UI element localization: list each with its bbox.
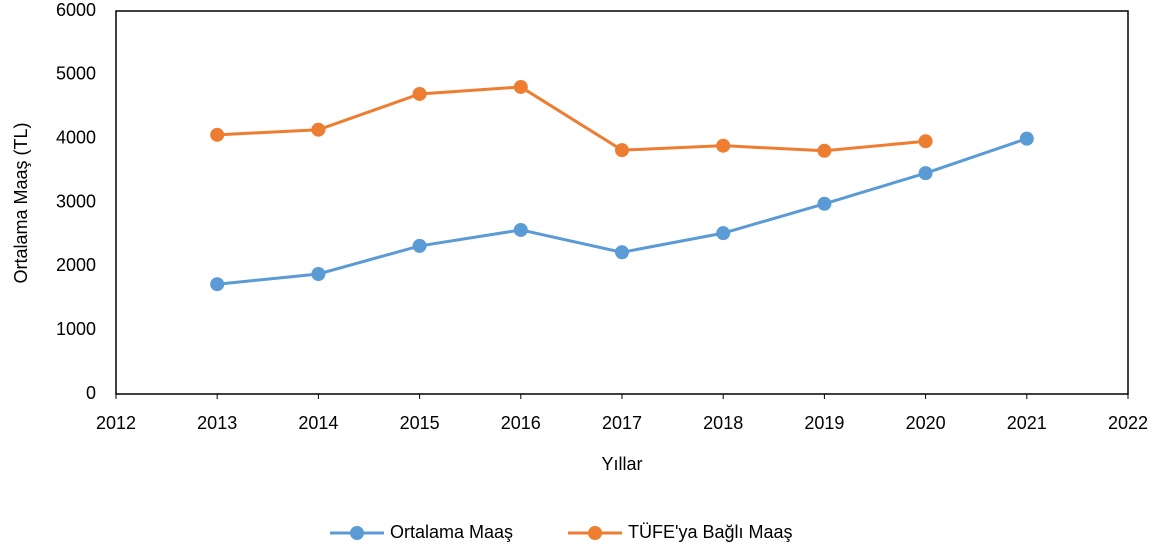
data-point [817,196,832,211]
data-point [210,277,225,292]
series-line [217,85,926,153]
data-point [1019,131,1034,146]
data-point [817,143,832,158]
y-axis-label: Ortalama Maaş (TL) [11,122,31,283]
data-point [412,86,427,101]
data-point [918,134,933,149]
data-point [615,245,629,260]
x-tick-label: 2017 [602,413,642,433]
legend-label: Ortalama Maaş [390,522,513,542]
data-point [918,166,933,181]
data-point [311,266,326,281]
legend-marker [350,526,364,540]
x-tick-label: 2015 [400,413,440,433]
legend-marker [588,526,603,540]
x-tick-label: 2016 [501,413,541,433]
data-point [412,238,427,253]
data-point [513,79,528,94]
data-point [311,122,326,137]
x-tick-label: 2022 [1108,413,1148,433]
y-tick-label: 0 [86,383,96,403]
x-tick-label: 2018 [703,413,743,433]
series-line [217,137,1028,286]
x-axis-label: Yıllar [601,454,642,474]
x-tick-label: 2021 [1007,413,1047,433]
y-tick-label: 1000 [56,319,96,339]
data-point [716,138,731,153]
data-point [513,222,528,237]
data-point [615,143,629,158]
x-tick-label: 2019 [804,413,844,433]
x-tick-label: 2014 [298,413,338,433]
x-tick-label: 2020 [906,413,946,433]
x-tick-label: 2013 [197,413,237,433]
data-point [210,127,225,142]
y-tick-label: 2000 [56,255,96,275]
legend-label: TÜFE'ya Bağlı Maaş [628,522,793,542]
y-tick-label: 5000 [56,64,96,84]
plot-frame [115,10,1129,395]
y-tick-label: 3000 [56,191,96,211]
y-tick-label: 4000 [56,127,96,147]
x-tick-label: 2012 [96,413,136,433]
y-tick-label: 6000 [56,0,96,20]
data-point [716,226,731,241]
